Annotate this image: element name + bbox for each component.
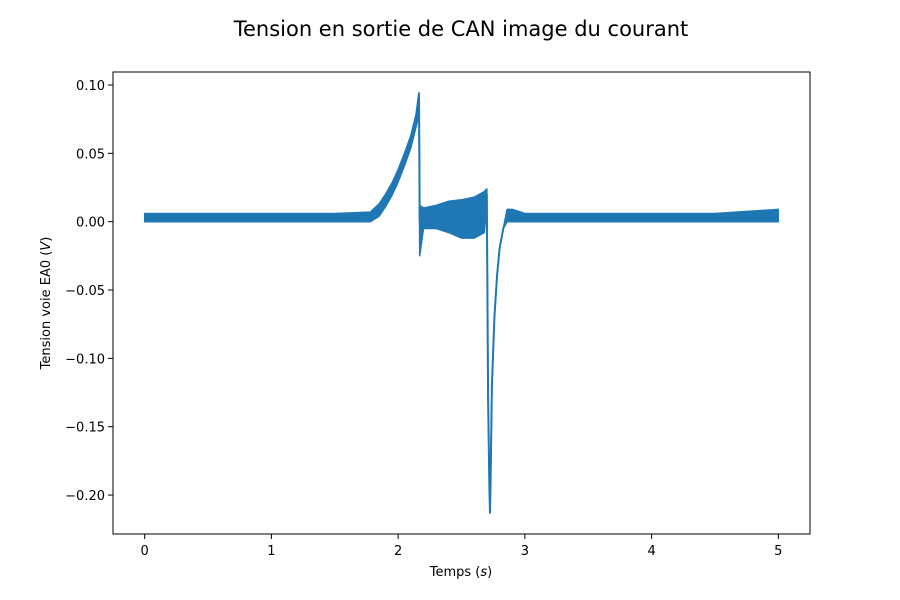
x-tick-label: 1	[267, 544, 275, 559]
x-tick-label: 3	[521, 544, 529, 559]
series-noise-band	[143, 92, 780, 514]
y-tick-label: −0.20	[65, 489, 105, 504]
x-tick-label: 5	[774, 544, 782, 559]
y-axis: 0.10 0.05 0.00 −0.05 −0.10 −0.15 −0.20	[65, 79, 113, 504]
plot-frame	[112, 71, 811, 535]
chart-title: Tension en sortie de CAN image du couran…	[233, 17, 689, 41]
x-tick-label: 4	[647, 544, 655, 559]
series-line	[144, 92, 779, 514]
series-layer	[143, 92, 780, 514]
y-axis-label: Tension voie EA0 (V)	[39, 237, 54, 371]
x-tick-label: 0	[141, 544, 149, 559]
y-tick-label: −0.05	[65, 284, 105, 299]
x-tick-label: 2	[394, 544, 402, 559]
x-axis-label: Temps (s)	[429, 565, 492, 580]
y-tick-label: 0.05	[76, 147, 105, 162]
y-tick-label: −0.15	[65, 421, 105, 436]
y-tick-label: 0.10	[76, 79, 105, 94]
y-tick-label: −0.10	[65, 352, 105, 367]
plot-area	[112, 71, 811, 535]
x-axis: 0 1 2 3 4 5	[141, 534, 782, 559]
y-tick-label: 0.00	[76, 216, 105, 231]
